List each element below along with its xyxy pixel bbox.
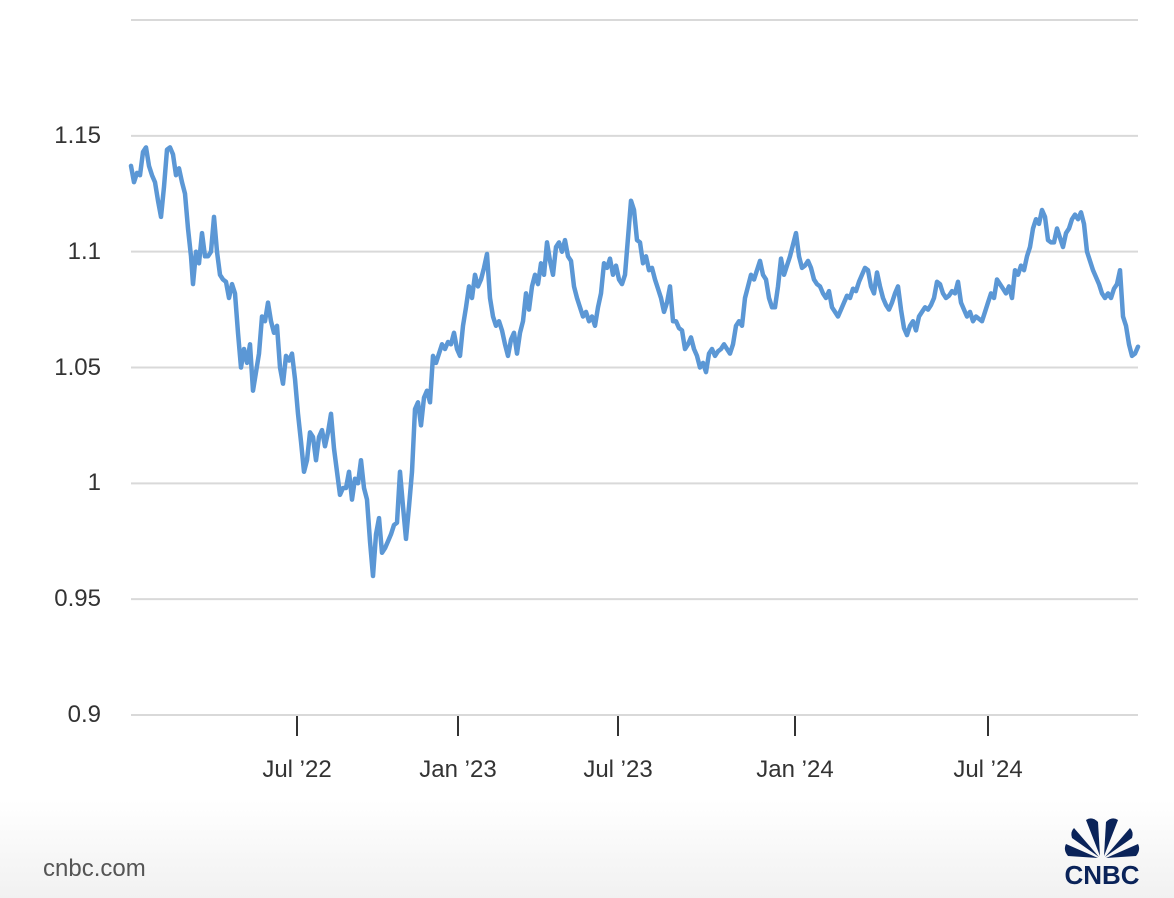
y-tick-label: 1.05 — [54, 353, 101, 381]
peacock-icon: CNBC — [1064, 818, 1140, 890]
x-tick-label: Jul ’24 — [953, 756, 1023, 783]
logo-wordmark: CNBC — [1064, 860, 1139, 886]
cnbc-logo: CNBC — [1056, 814, 1148, 890]
eurusd-line — [128, 145, 1141, 579]
y-tick-label: 0.9 — [67, 701, 101, 728]
source-label[interactable]: cnbc.com — [43, 855, 146, 882]
x-axis-ticks — [296, 716, 989, 736]
y-tick-label: 1 — [87, 469, 101, 497]
y-tick-label: 0.95 — [54, 585, 101, 613]
x-tick-label: Jul ’22 — [262, 756, 332, 783]
y-tick-label: 1.15 — [54, 121, 101, 149]
x-tick-label: Jan ’23 — [419, 756, 497, 783]
y-tick-label: 1.1 — [67, 237, 101, 265]
x-tick-label: Jan ’24 — [756, 756, 834, 783]
gridlines — [131, 19, 1138, 716]
x-tick-label: Jul ’23 — [583, 756, 653, 783]
